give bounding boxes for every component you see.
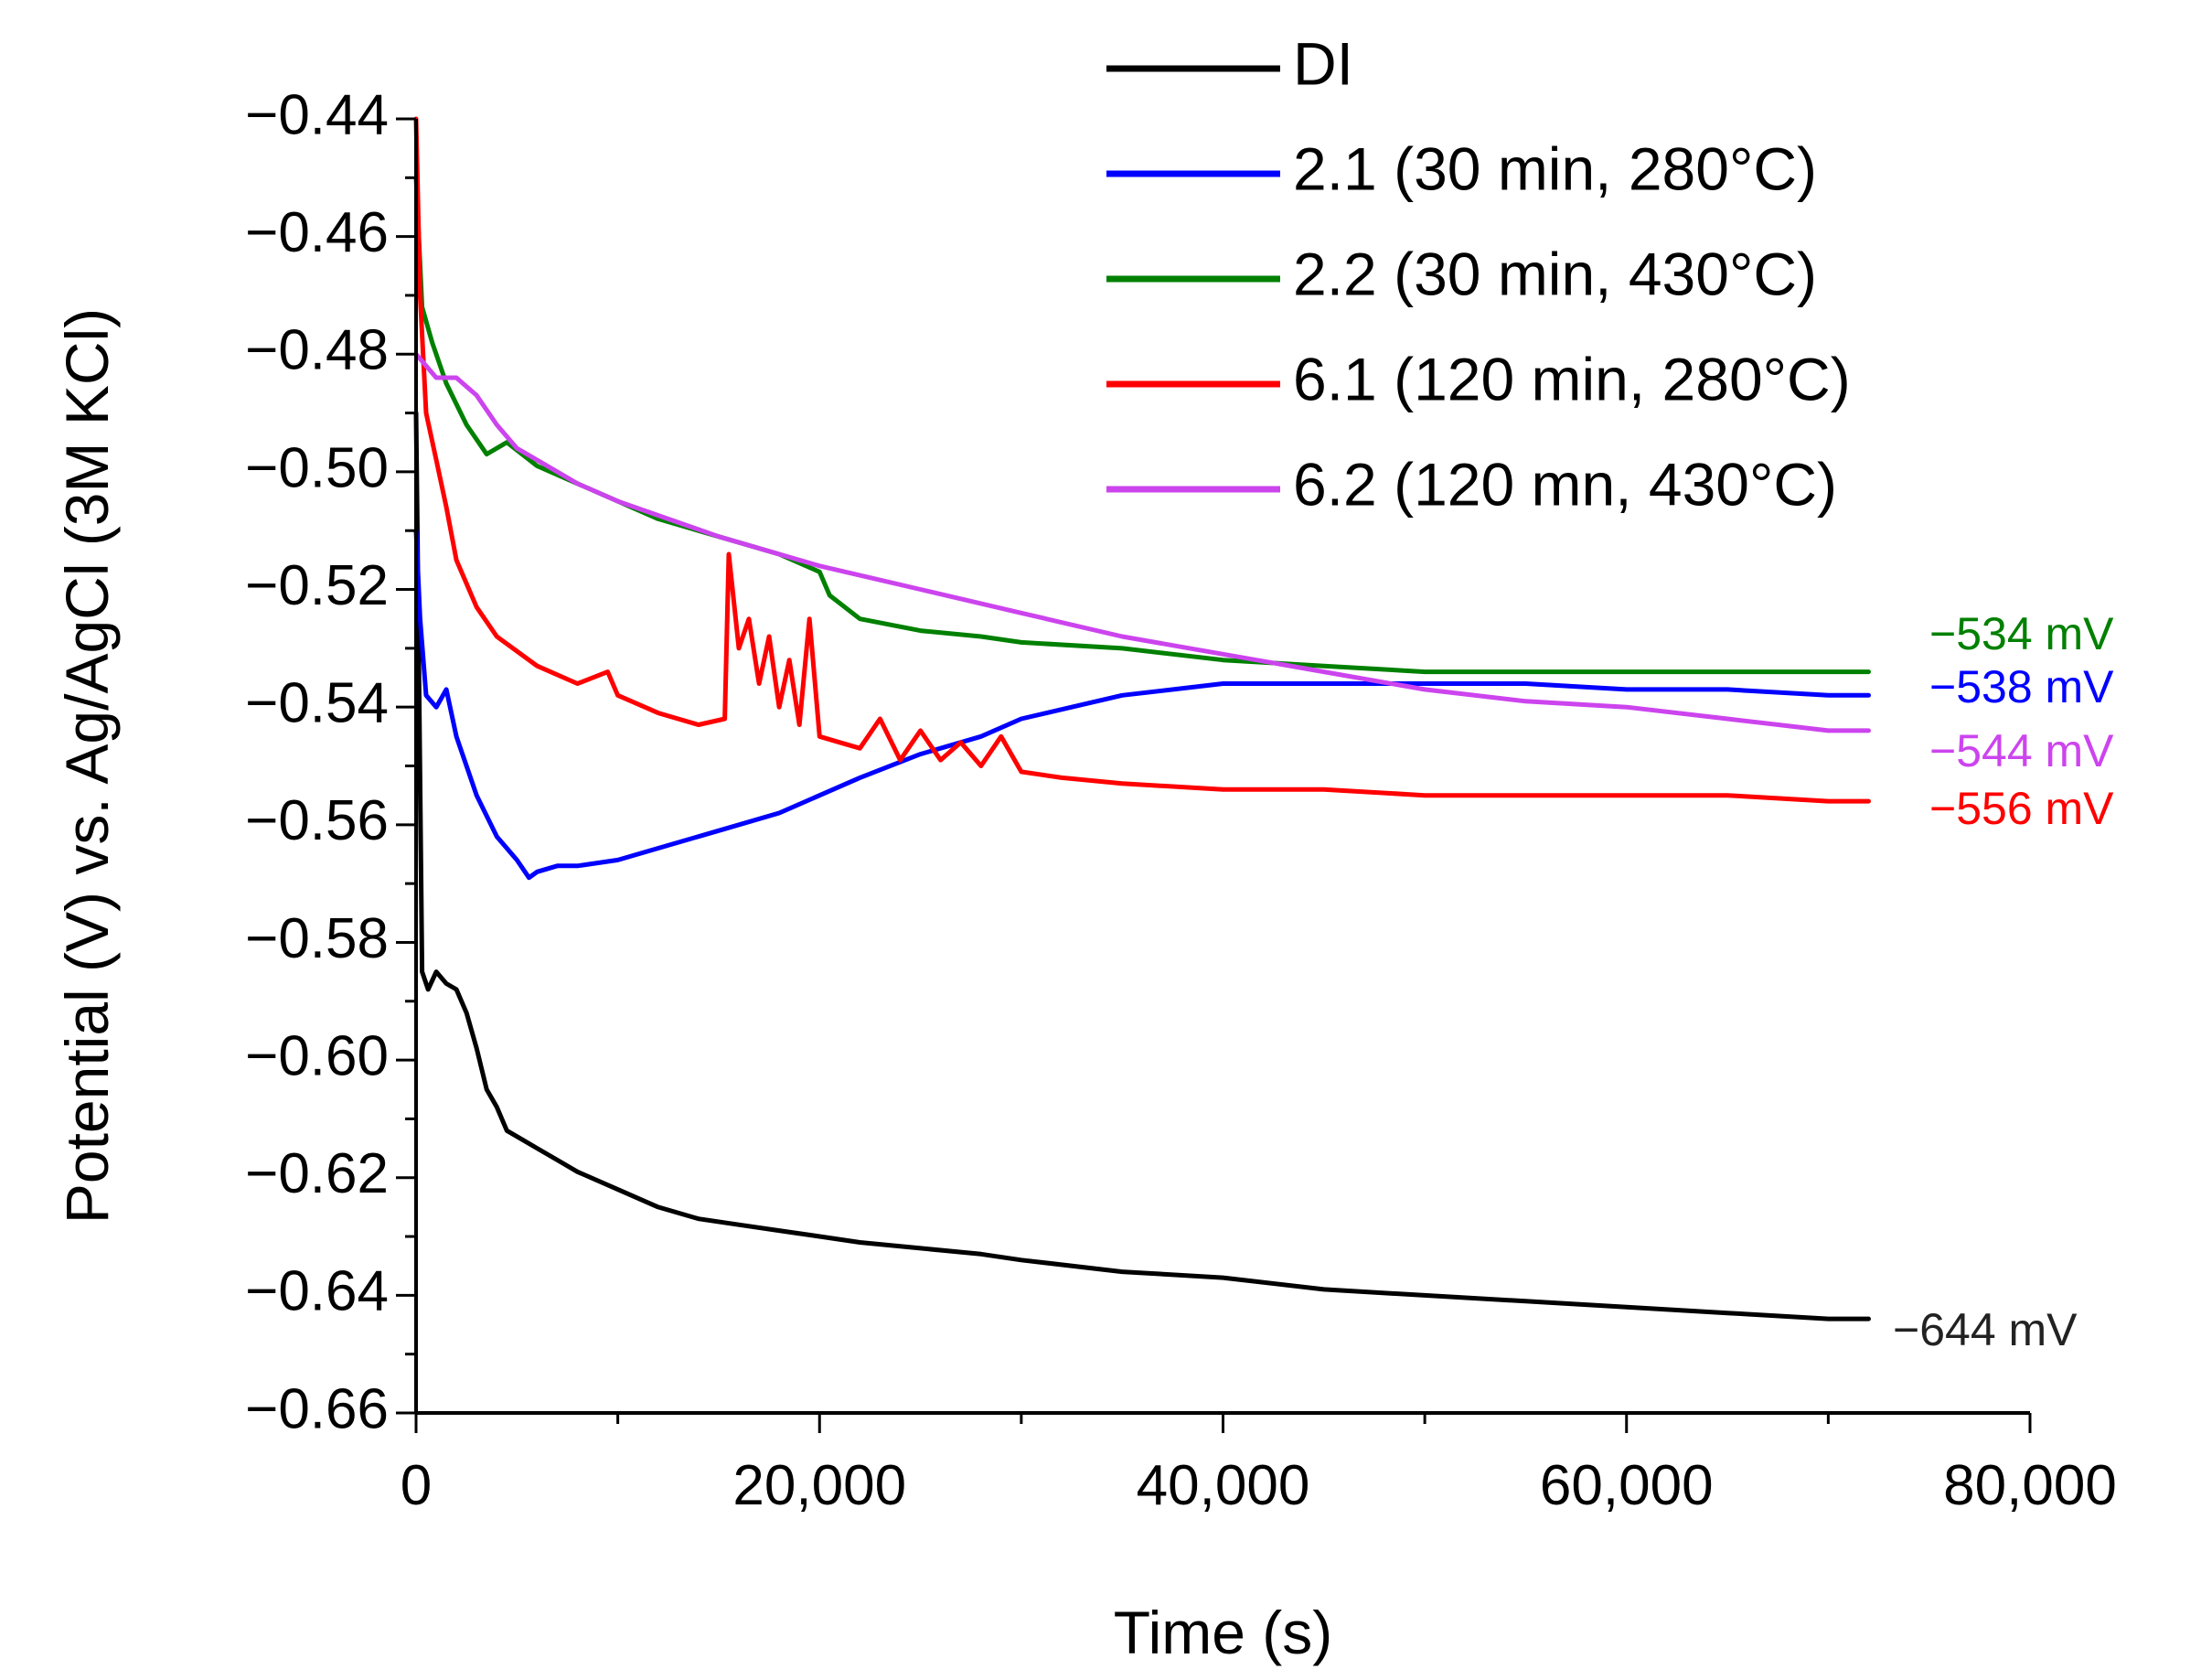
series-lines bbox=[413, 116, 1871, 1322]
y-tick-label: −0.64 bbox=[245, 1260, 389, 1323]
y-tick-label: −0.52 bbox=[245, 554, 389, 617]
series-line-2-1 bbox=[413, 528, 1871, 881]
x-tick-label: 60,000 bbox=[1540, 1454, 1714, 1517]
y-tick-label: −0.58 bbox=[245, 907, 389, 970]
y-tick-label: −0.66 bbox=[245, 1377, 389, 1440]
x-tick-label: 0 bbox=[401, 1454, 432, 1517]
series-line-DI bbox=[413, 411, 1871, 1322]
legend-label: 6.1 (120 min, 280°C) bbox=[1293, 345, 1851, 412]
y-tick-label: −0.46 bbox=[245, 201, 389, 264]
legend-label: 2.2 (30 min, 430°C) bbox=[1293, 240, 1817, 307]
axes: −0.44 −0.46 −0.48 −0.50 −0.52 −0.54 −0.56 −0.58… bbox=[53, 83, 2117, 1666]
end-value-label: −644 mV bbox=[1893, 1304, 2078, 1355]
y-tick-label: −0.54 bbox=[245, 672, 389, 735]
x-tick-label: 80,000 bbox=[1943, 1454, 2117, 1517]
y-tick-label: −0.62 bbox=[245, 1142, 389, 1205]
x-tick-label: 40,000 bbox=[1137, 1454, 1310, 1517]
y-tick-label: −0.50 bbox=[245, 436, 389, 499]
x-axis-title: Time (s) bbox=[1114, 1599, 1333, 1666]
series-line-6-2 bbox=[413, 351, 1871, 733]
y-tick-label: −0.60 bbox=[245, 1024, 389, 1087]
end-value-label: −538 mV bbox=[1929, 661, 2114, 712]
y-axis-title: Potential (V) vs. Ag/AgCl (3M KCl) bbox=[53, 308, 121, 1224]
y-tick-label: −0.56 bbox=[245, 789, 389, 852]
series-line-2-2 bbox=[413, 175, 1871, 675]
legend-label: DI bbox=[1293, 29, 1353, 97]
end-value-labels: −644 mV −538 mV−534 mV −556 mV −544 mV bbox=[1893, 608, 2114, 1355]
x-tick-label: 20,000 bbox=[732, 1454, 906, 1517]
end-value-label: −556 mV bbox=[1929, 783, 2114, 834]
end-value-label: −534 mV bbox=[1929, 608, 2114, 659]
y-tick-label: −0.48 bbox=[245, 319, 389, 382]
end-value-label: −544 mV bbox=[1929, 725, 2114, 776]
y-tick-label: −0.44 bbox=[245, 83, 389, 146]
legend-label: 6.2 (120 mn, 430°C) bbox=[1293, 450, 1837, 518]
legend-label: 2.1 (30 min, 280°C) bbox=[1293, 134, 1817, 202]
legend: DI 2.1 (30 min, 280°C) 2.2 (30 min, 430°C)… bbox=[1106, 29, 1851, 518]
series-line-6-1 bbox=[413, 116, 1871, 804]
